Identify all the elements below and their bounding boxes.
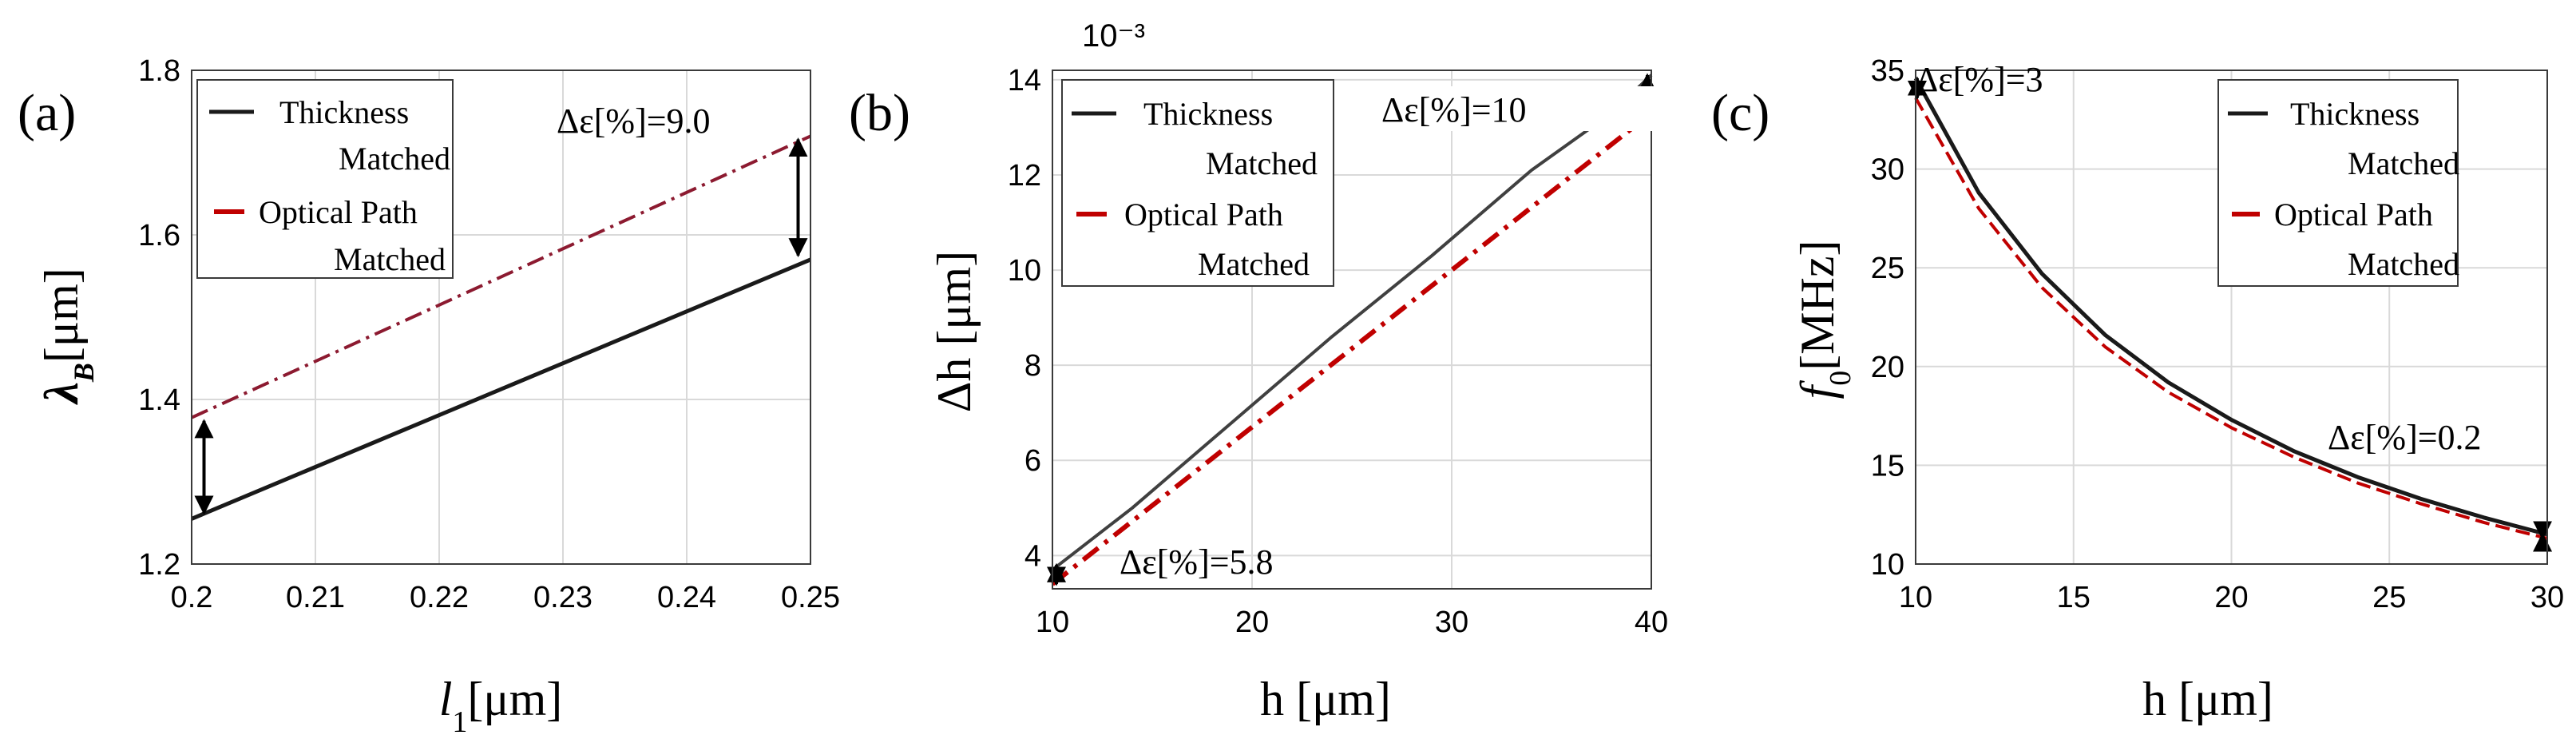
legend-label: Matched (334, 241, 446, 277)
x-tick-label: 0.22 (410, 581, 469, 614)
y-tick-label: 30 (1871, 153, 1904, 187)
x-tick-labels: 0.2 0.21 0.22 0.23 0.24 0.25 (171, 581, 840, 614)
panel-label: (a) (18, 84, 76, 142)
y-tick-label: 25 (1871, 252, 1904, 285)
x-tick-label: 15 (2057, 581, 2091, 614)
y-tick-label: 10 (1008, 254, 1041, 288)
y-tick-label: 14 (1008, 64, 1041, 97)
x-axis-label: h [μm] (2142, 673, 2273, 725)
x-tick-label: 0.25 (781, 581, 840, 614)
x-tick-label: 10 (1899, 581, 1932, 614)
x-axis-label: l1[μm] (439, 673, 562, 735)
x-tick-label: 30 (2530, 581, 2564, 614)
x-tick-label: 0.23 (533, 581, 592, 614)
y-tick-label: 15 (1871, 449, 1904, 483)
y-tick-label: 1.4 (138, 383, 180, 417)
x-axis-label: h [μm] (1260, 673, 1391, 725)
legend-label: Optical Path (1124, 197, 1283, 232)
plot-frame (1052, 70, 1652, 590)
y-tick-labels: 10 15 20 25 30 35 (1871, 54, 1904, 582)
y-tick-label: 35 (1871, 54, 1904, 88)
series-line-optical-path-matched (191, 134, 811, 419)
x-tick-label: 0.2 (171, 581, 213, 614)
legend-label: Thickness (1143, 96, 1273, 132)
y-tick-labels: 4 6 8 10 12 14 (1008, 64, 1041, 573)
x-tick-label: 10 (1036, 606, 1069, 639)
y-tick-label: 1.2 (138, 548, 180, 582)
x-tick-label: 25 (2372, 581, 2406, 614)
axis-exponent-label: 10⁻³ (1082, 18, 1145, 54)
x-tick-labels: 10 15 20 25 30 (1899, 581, 2564, 614)
x-tick-label: 20 (2214, 581, 2248, 614)
arrows (194, 137, 808, 515)
plot-frame (1915, 70, 2548, 565)
y-tick-label: 12 (1008, 159, 1041, 193)
legend-label: Optical Path (2274, 197, 2433, 232)
y-tick-label: 4 (1024, 539, 1041, 573)
annotation: Δε[%]=5.8 (1120, 542, 1274, 582)
arrows (1907, 76, 2553, 552)
panel-label: (b) (849, 84, 910, 142)
legend: Thickness Matched Optical Path Matched (1061, 79, 1334, 287)
series-line-thickness-matched (191, 257, 811, 521)
x-tick-labels: 10 20 30 40 (1036, 606, 1668, 639)
y-tick-label: 10 (1871, 548, 1904, 582)
annotation-backdrop (1375, 86, 1670, 131)
y-axis-label: Δh [μm] (928, 251, 981, 412)
legend: Thickness Matched Optical Path Matched (196, 79, 454, 279)
legend-label: Matched (339, 141, 450, 177)
x-tick-label: 30 (1435, 606, 1468, 639)
legend-label: Thickness (279, 94, 409, 130)
x-tick-label: 20 (1235, 606, 1269, 639)
annotation: Δε[%]=0.2 (2328, 418, 2482, 457)
series-line-thickness-matched (1913, 77, 2548, 537)
x-tick-label: 40 (1635, 606, 1668, 639)
legend-label: Matched (2348, 145, 2459, 181)
y-tick-label: 6 (1024, 444, 1041, 478)
y-tick-label: 1.6 (138, 219, 180, 252)
annotation: Δε[%]=3 (1916, 60, 2043, 99)
y-axis-label: λB[μm] (35, 268, 100, 405)
legend-label: Matched (2348, 246, 2459, 282)
x-tick-label: 0.21 (286, 581, 345, 614)
y-axis-label: f0[MHz] (1791, 240, 1857, 399)
x-tick-label: 0.24 (657, 581, 716, 614)
y-tick-label: 8 (1024, 349, 1041, 383)
legend-label: Optical Path (259, 194, 418, 230)
legend: Thickness Matched Optical Path Matched (2217, 79, 2459, 287)
plot-lines (191, 134, 811, 521)
series-line-optical-path-matched (1051, 111, 1653, 586)
panel-label: (c) (1711, 84, 1770, 142)
series-line-optical-path-matched (1914, 97, 2548, 540)
legend-label: Matched (1206, 145, 1318, 181)
legend-label: Thickness (2290, 96, 2419, 132)
annotation: Δε[%]=10 (1381, 90, 1527, 129)
chart-panel-b: (b) 10⁻³ 10 20 30 40 4 6 8 10 12 14 Thickness Ma… (849, 18, 1670, 725)
legend-label: Matched (1198, 246, 1310, 282)
y-tick-label: 1.8 (138, 54, 180, 88)
annotation: Δε[%]=9.0 (557, 101, 711, 141)
y-tick-label: 20 (1871, 351, 1904, 384)
chart-panel-c: (c) 10 15 20 25 30 10 15 20 25 30 35 Thickness Ma… (1711, 54, 2564, 725)
plot-lines (1913, 77, 2548, 540)
plot-frame (191, 70, 811, 565)
chart-panel-a: (a) 0.2 0.21 0.22 0.23 0.24 0.25 1.2 1.4 1.6 1.8… (18, 54, 840, 735)
y-tick-labels: 1.2 1.4 1.6 1.8 (138, 54, 180, 582)
